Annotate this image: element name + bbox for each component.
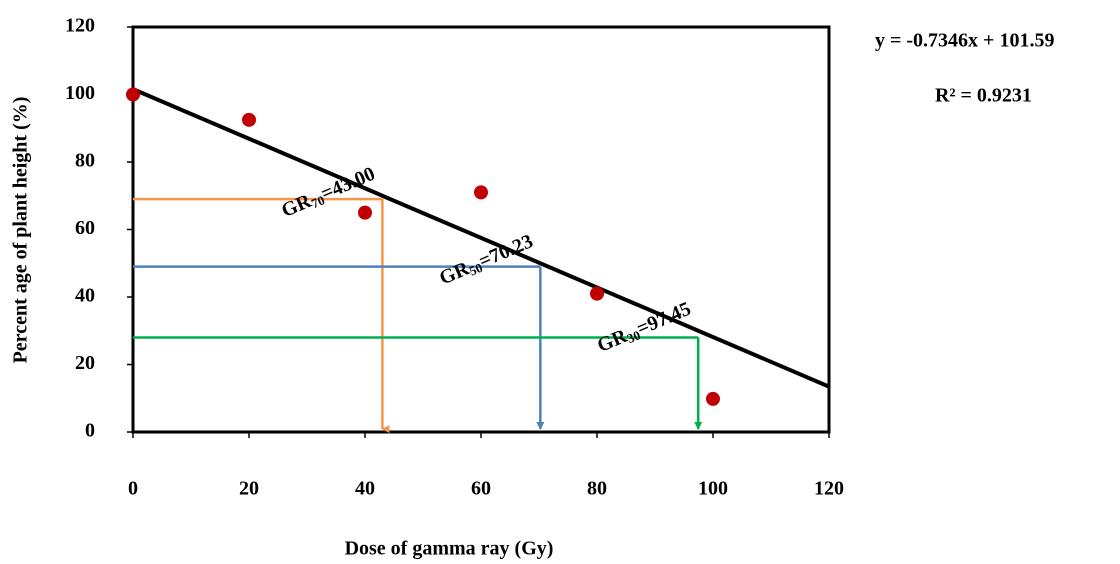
x-tick-label: 40 xyxy=(355,478,375,500)
annotation-value: =97.45 xyxy=(633,297,694,339)
x-axis-label: Dose of gamma ray (Gy) xyxy=(345,538,554,560)
x-tick-label: 100 xyxy=(698,478,728,500)
plot-frame xyxy=(131,25,831,434)
data-point xyxy=(474,185,488,200)
data-point xyxy=(706,391,720,406)
annotation-label: GR xyxy=(594,324,631,356)
annotation-subscript: 70 xyxy=(309,192,327,211)
y-tick-label: 80 xyxy=(75,150,95,172)
data-point xyxy=(358,205,372,220)
y-axis-label: Percent age of plant height (%) xyxy=(10,97,32,364)
annotation-subscript: 50 xyxy=(467,260,485,279)
x-tick-label: 60 xyxy=(471,478,491,500)
x-tick-label: 20 xyxy=(239,478,259,500)
x-tick-label: 120 xyxy=(814,478,844,500)
data-point xyxy=(242,112,256,127)
data-point xyxy=(126,87,140,102)
r-squared: R² = 0.9231 xyxy=(935,85,1032,107)
annotation-label: GR xyxy=(278,189,315,221)
trendline xyxy=(132,87,830,389)
annotation-subscript: 30 xyxy=(625,327,643,346)
y-tick-label: 20 xyxy=(75,352,95,374)
trendline-equation: y = -0.7346x + 101.59 xyxy=(875,30,1054,52)
y-tick-label: 60 xyxy=(75,217,95,239)
data-point xyxy=(590,286,604,301)
y-tick-label: 40 xyxy=(75,285,95,307)
y-tick-label: 120 xyxy=(65,15,95,37)
x-tick-label: 0 xyxy=(128,478,138,500)
x-tick-label: 80 xyxy=(587,478,607,500)
annotation-label: GR xyxy=(436,257,473,289)
y-tick-label: 0 xyxy=(85,420,95,442)
y-tick-label: 100 xyxy=(65,82,95,104)
